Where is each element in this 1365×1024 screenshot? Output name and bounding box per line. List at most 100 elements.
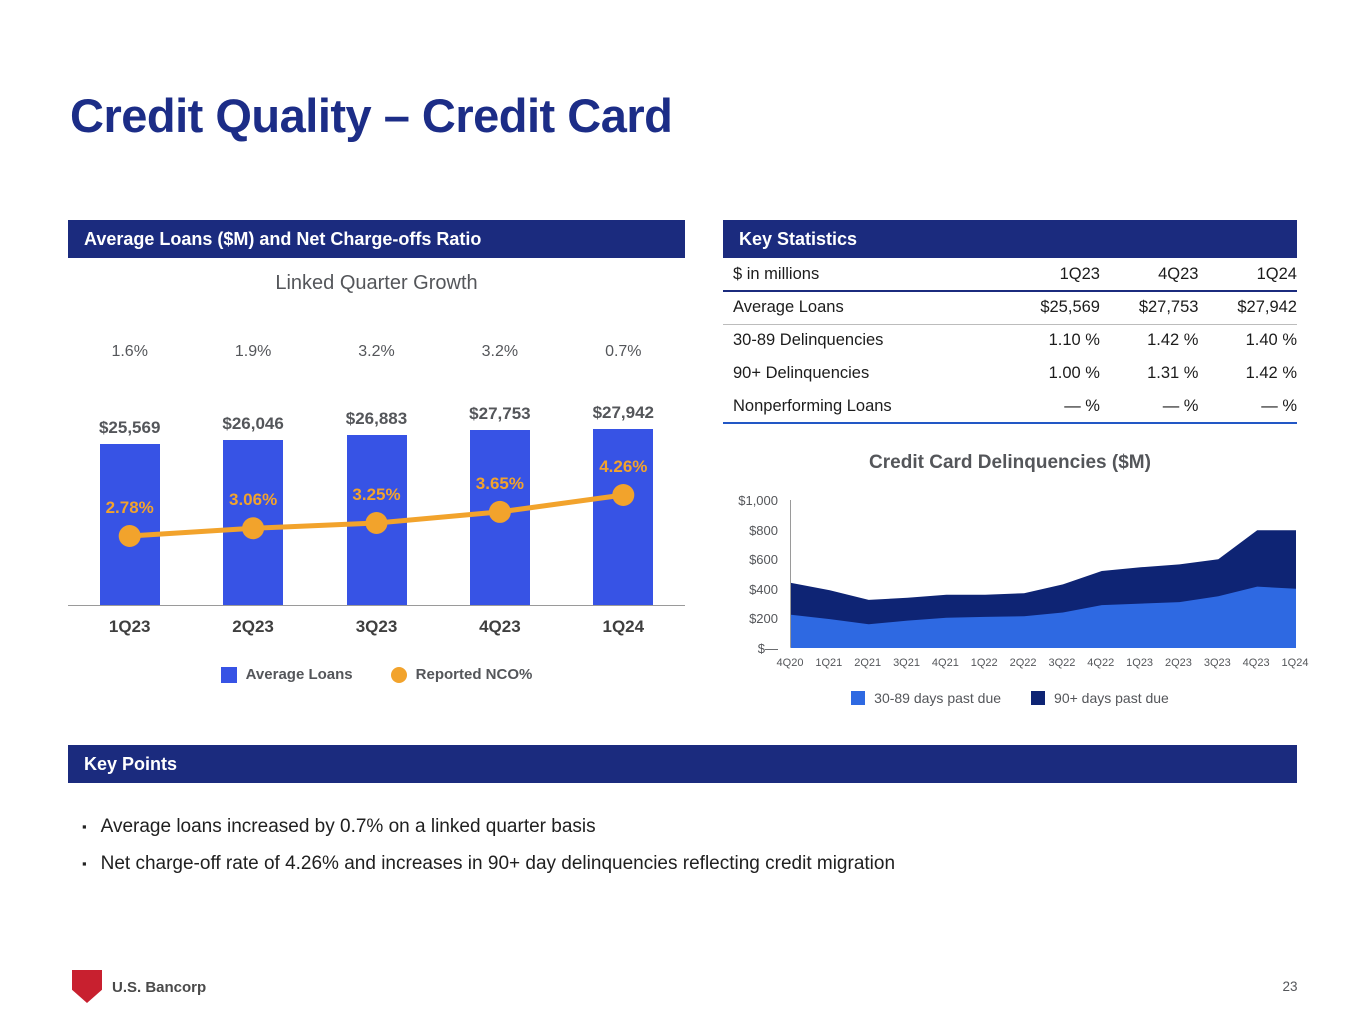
- legend-circle-icon: [390, 666, 407, 683]
- growth-label: 1.9%: [234, 343, 272, 360]
- key-statistics-table: $ in millions 1Q23 4Q23 1Q24 Average Loa…: [723, 258, 1297, 424]
- bar-value-label: $27,753: [469, 403, 531, 423]
- x-tick-label: 4Q21: [931, 657, 959, 669]
- page-title: Credit Quality – Credit Card: [70, 89, 673, 142]
- y-tick-label: $1,000: [738, 493, 778, 508]
- growth-label: 3.2%: [481, 343, 519, 360]
- page-number: 23: [1282, 979, 1298, 994]
- unit-label: $ in millions: [733, 264, 820, 283]
- x-tick-label: 1Q24: [1281, 657, 1309, 669]
- y-tick-label: $—: [757, 641, 778, 656]
- key-points-header-label: Key Points: [84, 754, 178, 774]
- nco-marker-icon: [488, 500, 511, 523]
- nco-line: [118, 484, 635, 547]
- bar-value-label: $25,569: [98, 417, 161, 437]
- x-axis-label: 3Q23: [355, 617, 398, 636]
- x-tick-label: 4Q20: [776, 657, 804, 669]
- growth-label: 3.2%: [358, 343, 395, 360]
- row-label: 30-89 Delinquencies: [733, 331, 884, 350]
- delinquencies-legend: 30-89 days past due 90+ days past due: [723, 690, 1297, 706]
- row-value: — %: [1064, 396, 1100, 415]
- bullet-icon: ▪: [82, 856, 87, 871]
- row-value: $25,569: [1040, 298, 1100, 317]
- x-tick-label: 2Q21: [854, 657, 882, 669]
- left-chart-legend: Average Loans Reported NCO%: [68, 666, 685, 683]
- x-axis-label: 1Q24: [602, 617, 645, 636]
- legend-item: 30-89 days past due: [851, 690, 1001, 706]
- row-label: 90+ Delinquencies: [733, 364, 870, 382]
- x-tick-label: 4Q23: [1242, 657, 1270, 669]
- nco-marker-icon: [118, 525, 141, 547]
- area-30-89-days: [791, 586, 1296, 648]
- legend-label: Average Loans: [245, 666, 353, 683]
- delinquencies-chart-title: Credit Card Delinquencies ($M): [869, 452, 1151, 473]
- legend-square-icon: [1031, 691, 1046, 705]
- x-tick-label: 4Q22: [1087, 657, 1115, 669]
- key-point-item: ▪ Net charge-off rate of 4.26% and increa…: [82, 851, 1262, 877]
- nco-value-label: 4.26%: [599, 457, 648, 476]
- row-label: Average Loans: [733, 298, 844, 317]
- nco-marker-icon: [612, 484, 635, 507]
- x-tick-label: 1Q21: [815, 657, 843, 669]
- row-label: Nonperforming Loans: [733, 396, 892, 415]
- column-header: 4Q23: [1158, 264, 1199, 283]
- bar-value-label: $26,046: [222, 414, 284, 434]
- column-header: 1Q24: [1256, 264, 1297, 283]
- key-point-text: Average loans increased by 0.7% on a lin…: [100, 816, 596, 837]
- row-value: 1.31 %: [1147, 364, 1199, 382]
- table-row: Nonperforming Loans — % — % — %: [723, 390, 1297, 423]
- nco-value-label: 2.78%: [105, 498, 154, 517]
- delinquencies-plot-area: [790, 500, 1296, 648]
- delinquencies-x-axis: 4Q20 1Q21 2Q21 3Q21 4Q21 1Q22 2Q22 3Q22 4Q22 1Q23…: [777, 657, 1309, 673]
- nco-marker-icon: [242, 517, 265, 540]
- key-points-header: Key Points: [68, 745, 1297, 783]
- legend-label: Reported NCO%: [415, 666, 533, 683]
- row-value: — %: [1261, 396, 1297, 415]
- nco-value-label: 3.65%: [475, 473, 524, 493]
- brand-name: U.S. Bancorp: [112, 979, 207, 996]
- x-axis-label: 2Q23: [232, 617, 274, 636]
- row-value: 1.10 %: [1048, 331, 1100, 350]
- legend-square-icon: [220, 666, 237, 683]
- delinquencies-area-svg: [791, 530, 1296, 648]
- x-tick-label: 2Q22: [1009, 657, 1037, 669]
- legend-item: Average Loans: [220, 666, 353, 683]
- nco-marker-icon: [365, 511, 388, 534]
- row-value: 1.42 %: [1147, 331, 1199, 350]
- x-tick-label: 1Q23: [1126, 657, 1154, 669]
- bar-chart-baseline: [68, 605, 685, 606]
- y-tick-label: $600: [749, 552, 778, 568]
- x-axis-label: 4Q23: [479, 617, 521, 636]
- legend-item: Reported NCO%: [390, 666, 533, 683]
- nco-value-label: 3.06%: [228, 490, 278, 510]
- y-tick-label: $400: [749, 581, 778, 597]
- row-value: 1.40 %: [1245, 331, 1297, 350]
- bar-value-label: $27,942: [592, 402, 655, 422]
- table-row: 90+ Delinquencies 1.00 % 1.31 % 1.42 %: [723, 357, 1297, 390]
- x-tick-label: 3Q22: [1048, 657, 1076, 669]
- table-row: 30-89 Delinquencies 1.10 % 1.42 % 1.40 %: [723, 324, 1297, 357]
- average-loans-bar: [593, 428, 654, 605]
- row-value: $27,753: [1138, 298, 1199, 317]
- average-loans-bar: [99, 443, 160, 605]
- bar-value-label: $26,883: [345, 409, 408, 429]
- legend-square-icon: [851, 691, 866, 705]
- row-value: 1.00 %: [1048, 364, 1100, 382]
- left-panel-header-label: Average Loans ($M) and Net Charge-offs R…: [84, 229, 482, 249]
- x-tick-label: 3Q21: [893, 657, 920, 669]
- x-axis-label: 1Q23: [108, 617, 151, 636]
- left-panel-header: Average Loans ($M) and Net Charge-offs R…: [68, 220, 685, 258]
- table-row: Average Loans $25,569 $27,753 $27,942: [723, 291, 1297, 324]
- growth-label: 1.6%: [111, 343, 148, 360]
- legend-label: 90+ days past due: [1054, 690, 1169, 706]
- delinquencies-y-axis: $1,000 $800 $600 $400 $200 $—: [700, 493, 778, 663]
- row-value: $27,942: [1237, 298, 1297, 317]
- row-value: — %: [1162, 396, 1199, 415]
- y-tick-label: $200: [749, 611, 778, 627]
- key-point-item: ▪ Average loans increased by 0.7% on a li…: [82, 814, 1262, 840]
- avg-loans-nco-chart: 1.6% $25,569 1Q23 2.78% 1.9% $26,046 2Q23 3.06%…: [68, 335, 685, 665]
- key-statistics-header: Key Statistics: [723, 220, 1297, 258]
- legend-item: 90+ days past due: [1031, 690, 1169, 706]
- key-point-text: Net charge-off rate of 4.26% and increas…: [100, 853, 896, 874]
